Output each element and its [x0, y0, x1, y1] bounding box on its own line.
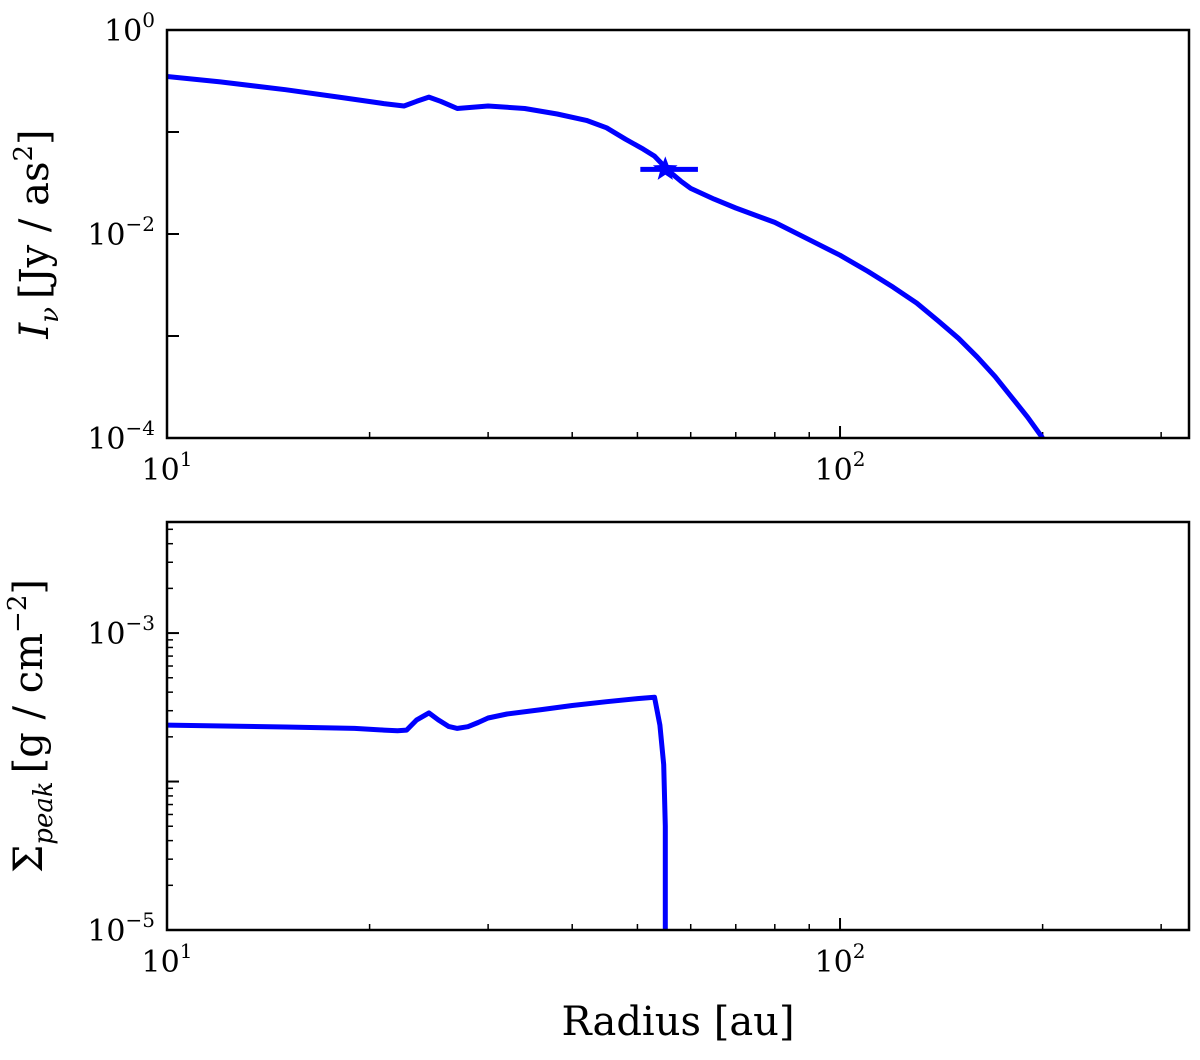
y-tick-label: 100 — [104, 8, 155, 49]
surface-density-series — [167, 694, 668, 930]
y-tick-label: 10−3 — [87, 611, 155, 652]
intensity-series — [167, 74, 1045, 438]
intensity-panel: 101 102 100 10−2 10−4 Iν[Jy / as2] — [9, 8, 1191, 488]
surface-density-y-axis-label: Σpeak[g / cm−2] — [3, 579, 59, 873]
x-tick-label: 101 — [142, 447, 193, 488]
y-tick-label: 10−4 — [87, 416, 155, 457]
intensity-y-axis-label: Iν[Jy / as2] — [9, 129, 65, 339]
x-tick-label: 102 — [815, 939, 866, 980]
y-tick-label: 10−5 — [87, 908, 155, 949]
intensity-ticks: 101 102 100 10−2 10−4 — [87, 8, 1162, 488]
surface-density-ticks: 101 102 10−3 10−5 — [87, 528, 1162, 980]
intensity-axes-frame — [165, 28, 1191, 440]
surface-density-axes-frame — [165, 520, 1191, 932]
x-tick-label: 102 — [815, 447, 866, 488]
x-tick-label: 101 — [142, 939, 193, 980]
y-tick-label: 10−2 — [87, 212, 155, 253]
intensity-marker — [640, 156, 698, 180]
series-line — [167, 694, 668, 930]
star-marker — [652, 156, 678, 180]
x-axis-label: Radius [au] — [561, 999, 794, 1045]
surface-density-panel: 101 102 10−3 10−5 Σpeak[g / cm−2] Radius [a… — [3, 520, 1191, 1045]
series-line — [167, 74, 1045, 438]
